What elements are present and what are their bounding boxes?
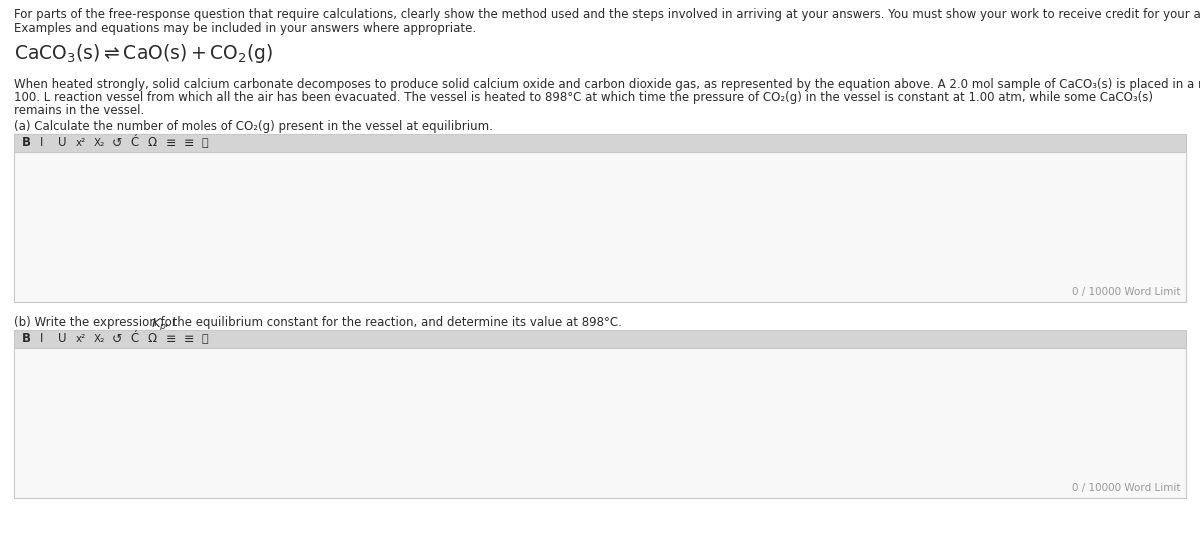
Text: , the equilibrium constant for the reaction, and determine its value at 898°C.: , the equilibrium constant for the react… xyxy=(164,316,622,329)
Text: For parts of the free-response question that require calculations, clearly show : For parts of the free-response question … xyxy=(14,8,1200,21)
Bar xyxy=(14,134,1186,152)
Text: 0 / 10000 Word Limit: 0 / 10000 Word Limit xyxy=(1073,287,1181,297)
Bar xyxy=(14,134,1186,302)
Text: B: B xyxy=(22,333,31,345)
Bar xyxy=(14,330,1186,348)
Text: ≡: ≡ xyxy=(184,136,194,150)
Text: X₂: X₂ xyxy=(94,138,106,148)
Text: (a) Calculate the number of moles of CO₂(g) present in the vessel at equilibrium: (a) Calculate the number of moles of CO₂… xyxy=(14,120,493,133)
Text: ↺: ↺ xyxy=(112,136,122,150)
Text: Examples and equations may be included in your answers where appropriate.: Examples and equations may be included i… xyxy=(14,22,476,35)
Text: Ć: Ć xyxy=(130,333,138,345)
Text: $\mathrm{CaCO_3(s) \rightleftharpoons CaO(s) + CO_2(g)}$: $\mathrm{CaCO_3(s) \rightleftharpoons Ca… xyxy=(14,42,274,65)
Text: remains in the vessel.: remains in the vessel. xyxy=(14,104,144,117)
Text: ≡: ≡ xyxy=(166,333,176,345)
Text: Ω: Ω xyxy=(148,136,157,150)
Text: X₂: X₂ xyxy=(94,334,106,344)
Text: 100. L reaction vessel from which all the air has been evacuated. The vessel is : 100. L reaction vessel from which all th… xyxy=(14,91,1153,104)
Text: $K_p$: $K_p$ xyxy=(151,316,167,333)
Text: x²: x² xyxy=(76,334,86,344)
Bar xyxy=(14,152,1186,302)
Text: 🖼: 🖼 xyxy=(202,334,209,344)
Text: B: B xyxy=(22,136,31,150)
Text: ≡: ≡ xyxy=(184,333,194,345)
Text: ≡: ≡ xyxy=(166,136,176,150)
Text: Ω: Ω xyxy=(148,333,157,345)
Text: ↺: ↺ xyxy=(112,333,122,345)
Text: 🖼: 🖼 xyxy=(202,138,209,148)
Bar xyxy=(14,330,1186,498)
Text: U: U xyxy=(58,333,66,345)
Text: (b) Write the expression for: (b) Write the expression for xyxy=(14,316,180,329)
Text: Ć: Ć xyxy=(130,136,138,150)
Text: I: I xyxy=(40,333,43,345)
Text: When heated strongly, solid calcium carbonate decomposes to produce solid calciu: When heated strongly, solid calcium carb… xyxy=(14,78,1200,91)
Bar xyxy=(14,348,1186,498)
Text: U: U xyxy=(58,136,66,150)
Text: I: I xyxy=(40,136,43,150)
Text: 0 / 10000 Word Limit: 0 / 10000 Word Limit xyxy=(1073,483,1181,493)
Text: x²: x² xyxy=(76,138,86,148)
